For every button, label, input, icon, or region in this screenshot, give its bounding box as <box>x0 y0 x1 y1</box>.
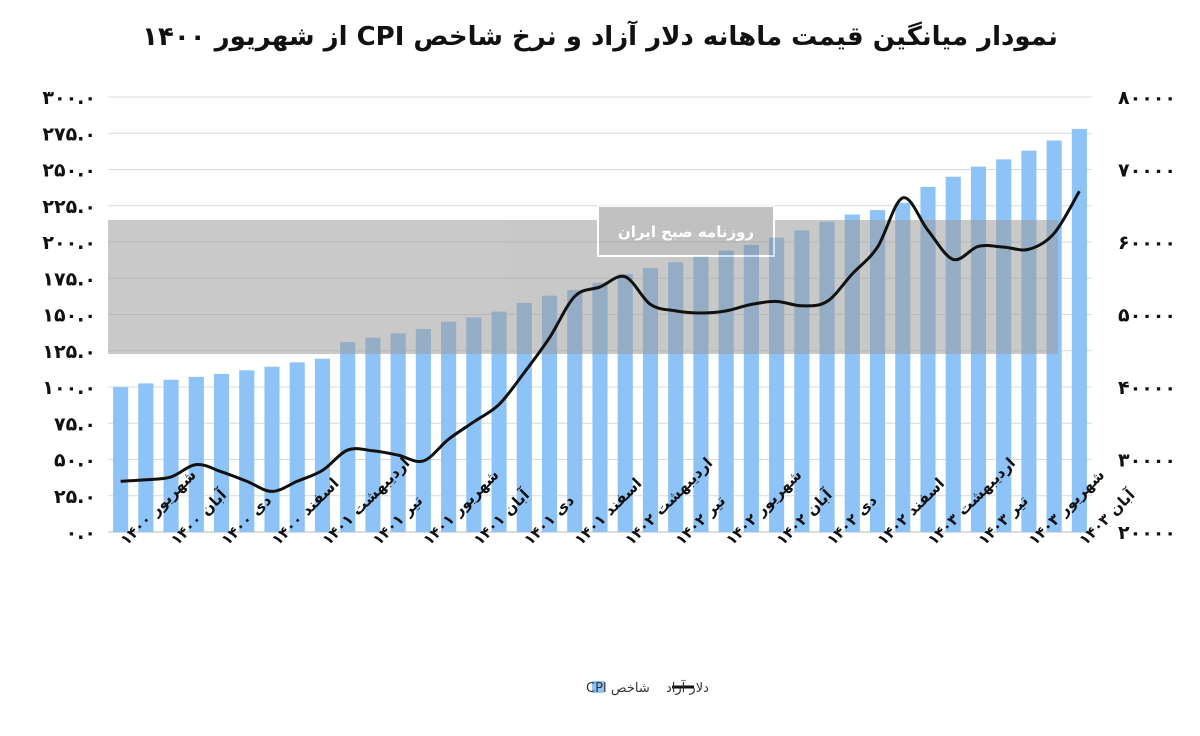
legend-bar-swatch <box>592 681 604 693</box>
watermark-stamp <box>597 205 775 257</box>
left-tick-label: ۳۰۰.۰ <box>42 87 96 109</box>
left-tick-label: ۱۷۵.۰ <box>42 268 96 290</box>
cpi-bar <box>1071 128 1087 532</box>
legend: دلار آزاد شاخص CPI <box>586 679 709 696</box>
legend-label-cpi: شاخص CPI <box>586 681 650 696</box>
cpi-bar <box>138 383 154 532</box>
cpi-bar <box>113 387 129 532</box>
cpi-bar <box>516 302 532 532</box>
left-tick-label: ۵۰.۰ <box>54 450 96 472</box>
left-tick-label: ۷۵.۰ <box>54 413 96 435</box>
left-axis-ticks: ۰.۰ ۲۵.۰ ۵۰.۰ ۷۵.۰ ۱۰۰.۰ ۱۲۵.۰ ۱۵۰.۰ ۱۷۵.۰ ۲۰۰.۰… <box>42 87 96 544</box>
right-tick-label: ۳۰۰۰۰ <box>1118 450 1176 472</box>
left-tick-label: ۲۷۵.۰ <box>42 123 96 145</box>
cpi-bar <box>239 370 255 532</box>
cpi-bar <box>365 337 381 532</box>
left-tick-label: ۲۰۰.۰ <box>42 232 96 254</box>
left-tick-label: ۱۵۰.۰ <box>42 305 96 327</box>
watermark-band <box>108 220 1058 354</box>
left-tick-label: ۲۵۰.۰ <box>42 160 96 182</box>
left-tick-label: ۲۵.۰ <box>54 486 96 508</box>
legend-label-dollar: دلار آزاد <box>666 679 709 696</box>
cpi-bar <box>415 329 431 532</box>
watermark-label: روزنامه صبح ایران <box>618 223 754 241</box>
cpi-bar <box>314 358 331 532</box>
left-tick-label: ۲۲۵.۰ <box>42 196 96 218</box>
cpi-bar <box>213 373 230 532</box>
cpi-bar <box>390 333 406 532</box>
right-tick-label: ۴۰۰۰۰ <box>1118 377 1176 399</box>
cpi-bar <box>466 317 482 532</box>
dollar-line <box>120 190 1081 493</box>
watermark-logo: روزنامه صبح ایران <box>108 205 1058 354</box>
cpi-bar <box>163 379 179 532</box>
left-tick-label: ۱۲۵.۰ <box>42 341 96 363</box>
left-tick-label: ۰.۰ <box>66 522 96 544</box>
right-axis-ticks: ۲۰۰۰۰ ۳۰۰۰۰ ۴۰۰۰۰ ۵۰۰۰۰ ۶۰۰۰۰ ۷۰۰۰۰ ۸۰۰۰۰ <box>1118 87 1176 544</box>
cpi-bar <box>188 376 204 532</box>
chart-title: نمودار میانگین قیمت ماهانه دلار آزاد و ن… <box>142 22 1058 52</box>
cpi-bar <box>541 295 558 532</box>
right-tick-label: ۶۰۰۰۰ <box>1118 232 1176 254</box>
left-tick-label: ۱۰۰.۰ <box>42 377 96 399</box>
right-tick-label: ۵۰۰۰۰ <box>1118 305 1176 327</box>
right-tick-label: ۲۰۰۰۰ <box>1118 522 1176 544</box>
right-tick-label: ۸۰۰۰۰ <box>1118 87 1176 109</box>
cpi-bar <box>289 362 305 532</box>
cpi-bar <box>340 342 356 532</box>
cpi-bar <box>491 311 507 532</box>
cpi-bar <box>441 321 457 532</box>
right-tick-label: ۷۰۰۰۰ <box>1118 160 1176 182</box>
